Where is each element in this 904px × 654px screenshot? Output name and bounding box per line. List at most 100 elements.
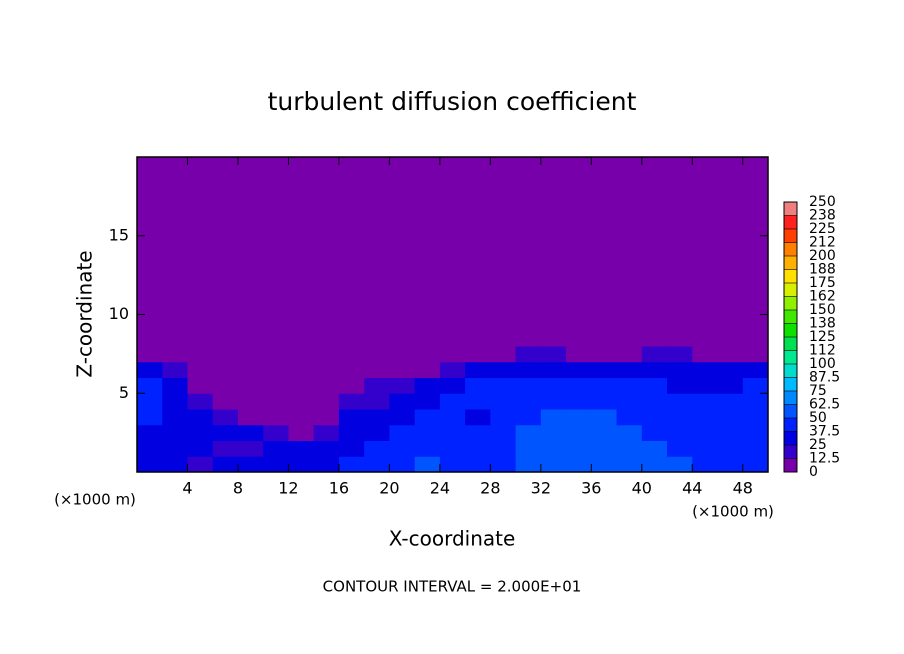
heat-cell (263, 346, 289, 363)
heat-cell (717, 424, 744, 441)
heat-cell (465, 409, 491, 426)
heat-cell (237, 393, 264, 410)
heat-cell (742, 424, 769, 441)
heat-cell (465, 440, 491, 457)
heat-cell (313, 409, 340, 426)
heat-cell (338, 377, 365, 394)
heat-cell (389, 440, 416, 457)
x-tick-label: 48 (733, 479, 753, 498)
heat-cell (313, 157, 340, 347)
heat-cell (465, 377, 491, 394)
heat-cell (490, 393, 517, 410)
heat-cell (137, 346, 163, 363)
heat-cell (717, 346, 744, 363)
heat-cell (288, 361, 315, 378)
x-tick-label: 32 (531, 479, 551, 498)
footer-note: CONTOUR INTERVAL = 2.000E+01 (323, 578, 582, 596)
colorbar-label: 200 (809, 248, 836, 264)
y-tick-label: 10 (109, 304, 129, 323)
colorbar-cell (784, 283, 797, 297)
heat-cell (515, 456, 542, 473)
heat-cell (288, 409, 315, 426)
heat-cell (364, 361, 390, 378)
x-tick-label: 36 (581, 479, 601, 498)
heat-cell (364, 393, 390, 410)
heat-cell (439, 393, 466, 410)
heat-cell (414, 377, 441, 394)
heat-cell (566, 424, 592, 441)
heat-cell (187, 361, 214, 378)
heat-cell (742, 377, 769, 394)
heat-cell (667, 424, 693, 441)
heat-cell (389, 346, 416, 363)
colorbar-cell (784, 256, 797, 270)
heat-cell (566, 346, 592, 363)
heat-cell (591, 424, 618, 441)
heat-cell (389, 424, 416, 441)
heat-cell (566, 409, 592, 426)
heat-cell (162, 346, 188, 363)
heat-cell (137, 424, 163, 441)
heat-cell (641, 361, 668, 378)
heat-cell (616, 361, 643, 378)
heat-cell (540, 361, 567, 378)
heat-cell (364, 456, 390, 473)
heat-cell (162, 440, 188, 457)
heat-cell (591, 361, 618, 378)
heat-cell (313, 456, 340, 473)
heat-cell (439, 377, 466, 394)
colorbar-cell (784, 458, 797, 472)
heat-cell (742, 440, 769, 457)
heat-cell (540, 440, 567, 457)
colorbar-label: 250 (809, 194, 836, 210)
heat-cell (717, 393, 744, 410)
heat-cell (490, 424, 517, 441)
heat-cell (414, 157, 441, 347)
heat-cell (566, 157, 592, 347)
heat-cell (641, 440, 668, 457)
heat-cell (641, 377, 668, 394)
colorbar-cell (784, 364, 797, 378)
heat-cell (515, 361, 542, 378)
x-tick-label: 40 (632, 479, 652, 498)
heat-cell (465, 393, 491, 410)
heat-cell (515, 377, 542, 394)
heat-cell (591, 157, 618, 347)
heat-cell (616, 424, 643, 441)
heat-cell (616, 157, 643, 347)
heat-cell (288, 456, 315, 473)
heat-cell (364, 409, 390, 426)
heat-cell (465, 456, 491, 473)
heat-cell (414, 409, 441, 426)
heat-cell (288, 393, 315, 410)
heat-cell (364, 424, 390, 441)
heat-cell (566, 361, 592, 378)
y-tick-label: 5 (119, 383, 129, 402)
heat-cell (667, 157, 693, 347)
heat-cell (667, 361, 693, 378)
heat-cell (237, 361, 264, 378)
x-tick-label: 12 (278, 479, 298, 498)
heat-cell (490, 440, 517, 457)
heat-cell (162, 157, 188, 347)
heat-cell (212, 440, 239, 457)
heat-cell (490, 409, 517, 426)
heat-cell (414, 440, 441, 457)
heat-cell (667, 456, 693, 473)
colorbar-cell (784, 337, 797, 351)
heat-cell (263, 440, 289, 457)
heat-cell (414, 456, 441, 473)
heat-cell (641, 346, 668, 363)
heat-cell (465, 424, 491, 441)
heat-cell (364, 157, 390, 347)
heat-cell (540, 393, 567, 410)
heat-cell (591, 409, 618, 426)
heat-cell (338, 409, 365, 426)
x-unit-label: (×1000 m) (54, 491, 136, 509)
heat-cell (313, 393, 340, 410)
heat-cell (540, 424, 567, 441)
heat-cell (540, 456, 567, 473)
colorbar-cell (784, 269, 797, 283)
colorbar-label: 188 (809, 262, 836, 278)
